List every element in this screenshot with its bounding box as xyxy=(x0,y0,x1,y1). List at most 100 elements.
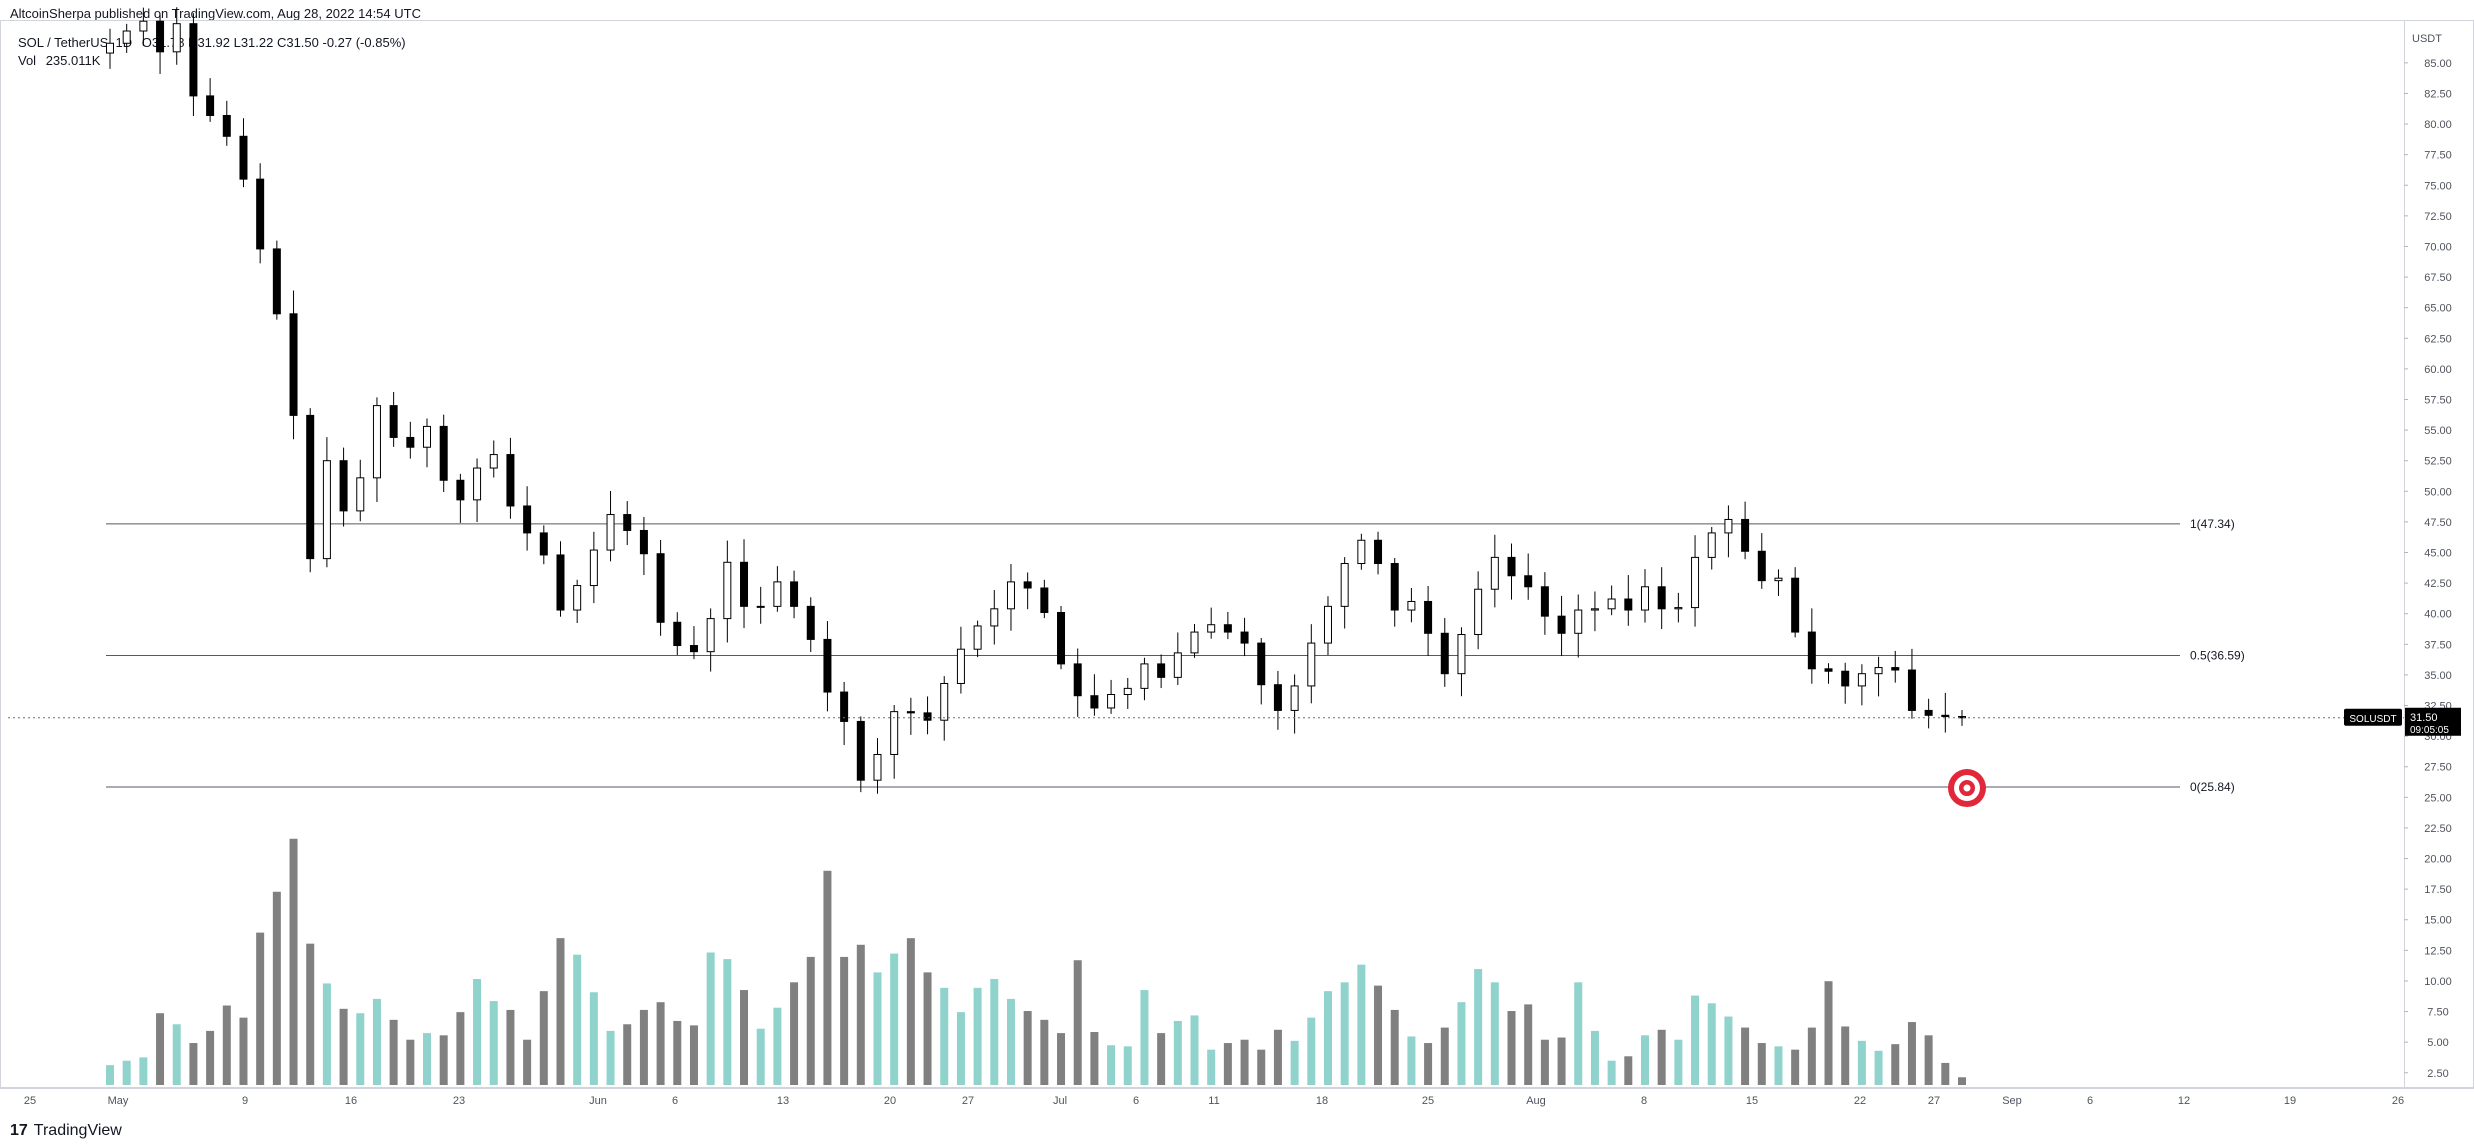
time-tick-label: 11 xyxy=(1208,1095,1219,1107)
candle-down xyxy=(840,691,849,722)
volume-bar xyxy=(1507,1011,1516,1085)
ohlc-values: O31.78 H31.92 L31.22 C31.50 -0.27 (-0.85… xyxy=(141,35,406,50)
candle-up xyxy=(1123,687,1132,696)
volume-bar xyxy=(1457,1002,1466,1085)
candle-down xyxy=(1941,714,1950,718)
volume-bar xyxy=(973,987,982,1085)
fib-retracement[interactable]: 1(47.34) 0.5(36.59) 0(25.84) xyxy=(106,517,2245,794)
candle-up xyxy=(573,585,582,611)
candle-up xyxy=(1874,667,1883,675)
price-badge-countdown: 09:05:05 xyxy=(2410,725,2449,736)
brand-name: TradingView xyxy=(33,1122,122,1139)
candle-up xyxy=(956,648,965,684)
volume-bar xyxy=(906,938,915,1085)
candle-down xyxy=(239,135,248,180)
candle-down xyxy=(673,621,682,647)
volume-bar xyxy=(1640,1035,1649,1085)
volume-bar xyxy=(473,979,482,1085)
time-tick-label: 12 xyxy=(2178,1095,2190,1107)
volume-bar xyxy=(356,1013,365,1085)
candle-up xyxy=(489,454,498,469)
volume-bar xyxy=(840,956,849,1085)
price-tick-label: 45.00 xyxy=(2424,548,2452,560)
candle-down xyxy=(272,248,281,315)
volume-bar xyxy=(790,982,799,1085)
volume-bar xyxy=(1090,1032,1099,1085)
time-axis[interactable]: 25 May 9 16 23 Jun 6 13 20 27 Jul 6 11 18 25 Aug 8 15 22 27… xyxy=(24,1095,2404,1107)
price-tick-label: 7.50 xyxy=(2427,1007,2448,1019)
volume-bar xyxy=(1123,1046,1132,1085)
target-icon xyxy=(1948,769,1986,808)
candle-up xyxy=(1724,518,1733,534)
volume-bar xyxy=(106,1065,114,1085)
candle-down xyxy=(439,425,448,481)
volume-bar xyxy=(923,972,932,1085)
candle-down xyxy=(623,514,632,531)
fib-level-label: 0(25.84) xyxy=(2190,780,2235,794)
tradingview-logo[interactable]: 17 TradingView xyxy=(10,1122,122,1140)
volume-bar xyxy=(1190,1015,1199,1085)
volume-bar xyxy=(756,1028,765,1085)
volume-bar xyxy=(1057,1033,1066,1085)
volume-bar xyxy=(1607,1060,1616,1085)
volume-bar xyxy=(723,959,732,1085)
volume-bar xyxy=(339,1008,348,1085)
candle-down xyxy=(1557,615,1566,634)
price-tick-label: 62.50 xyxy=(2424,333,2452,345)
volume-bar xyxy=(1874,1050,1883,1085)
candle-up xyxy=(1590,608,1599,611)
volume-bar xyxy=(1958,1077,1966,1085)
candle-up xyxy=(1357,539,1366,565)
candle-up xyxy=(172,23,181,53)
candle-down xyxy=(1023,581,1032,589)
candle-down xyxy=(222,114,231,137)
candle-up xyxy=(139,20,148,32)
volume-bar xyxy=(1774,1046,1783,1085)
candle-down xyxy=(790,581,799,607)
volume-bar xyxy=(873,972,882,1085)
candle-down xyxy=(656,553,665,623)
price-tick-label: 85.00 xyxy=(2424,58,2452,70)
volume-bar xyxy=(856,944,865,1085)
volume-bar xyxy=(1841,1026,1850,1085)
price-badge-value: 31.50 xyxy=(2410,712,2438,724)
volume-bar xyxy=(1240,1039,1249,1085)
price-tick-label: 52.50 xyxy=(2424,456,2452,468)
time-tick-label: 6 xyxy=(672,1095,678,1107)
volume-bar xyxy=(1307,1017,1316,1085)
candle-up xyxy=(723,561,732,620)
volume-bar xyxy=(1691,995,1700,1085)
volume-bar xyxy=(456,1012,465,1085)
candle-up xyxy=(1607,598,1616,610)
symbol-title[interactable]: SOL / TetherUS, 1D xyxy=(18,35,133,50)
price-axis[interactable]: 2.50 5.00 7.50 10.00 12.50 15.00 17.50 20.00 22.… xyxy=(2404,58,2452,1080)
candle-down xyxy=(1891,667,1900,671)
candle-down xyxy=(1741,518,1750,552)
candle-down xyxy=(639,529,648,555)
fib-level-label: 1(47.34) xyxy=(2190,517,2235,531)
candle-down xyxy=(806,605,815,640)
price-chart[interactable]: 1(47.34) 0.5(36.59) 0(25.84) 2.50 5.00 7.50 1… xyxy=(0,0,2474,1120)
price-tick-label: 75.00 xyxy=(2424,180,2452,192)
candle-down xyxy=(306,414,315,560)
published-caption: AltcoinSherpa published on TradingView.c… xyxy=(10,6,421,21)
candle-down xyxy=(1223,624,1232,633)
volume-bar xyxy=(389,1019,398,1085)
price-tick-label: 42.50 xyxy=(2424,578,2452,590)
volume-bar xyxy=(1424,1043,1433,1085)
price-tick-label: 50.00 xyxy=(2424,486,2452,498)
volume-bar xyxy=(1657,1029,1666,1085)
volume-bar xyxy=(256,932,265,1085)
volume-bar xyxy=(1524,1004,1533,1085)
candle-down xyxy=(1540,586,1549,617)
chart-frame xyxy=(0,20,2474,1089)
volume-bar xyxy=(890,953,899,1085)
volume-bar xyxy=(740,990,749,1085)
candle-up xyxy=(322,460,331,560)
candle-up xyxy=(1140,663,1149,689)
candle-up xyxy=(1474,588,1483,636)
volume-bar xyxy=(1257,1049,1266,1085)
volume-bars xyxy=(106,838,1966,1085)
volume-bar xyxy=(1157,1033,1166,1085)
